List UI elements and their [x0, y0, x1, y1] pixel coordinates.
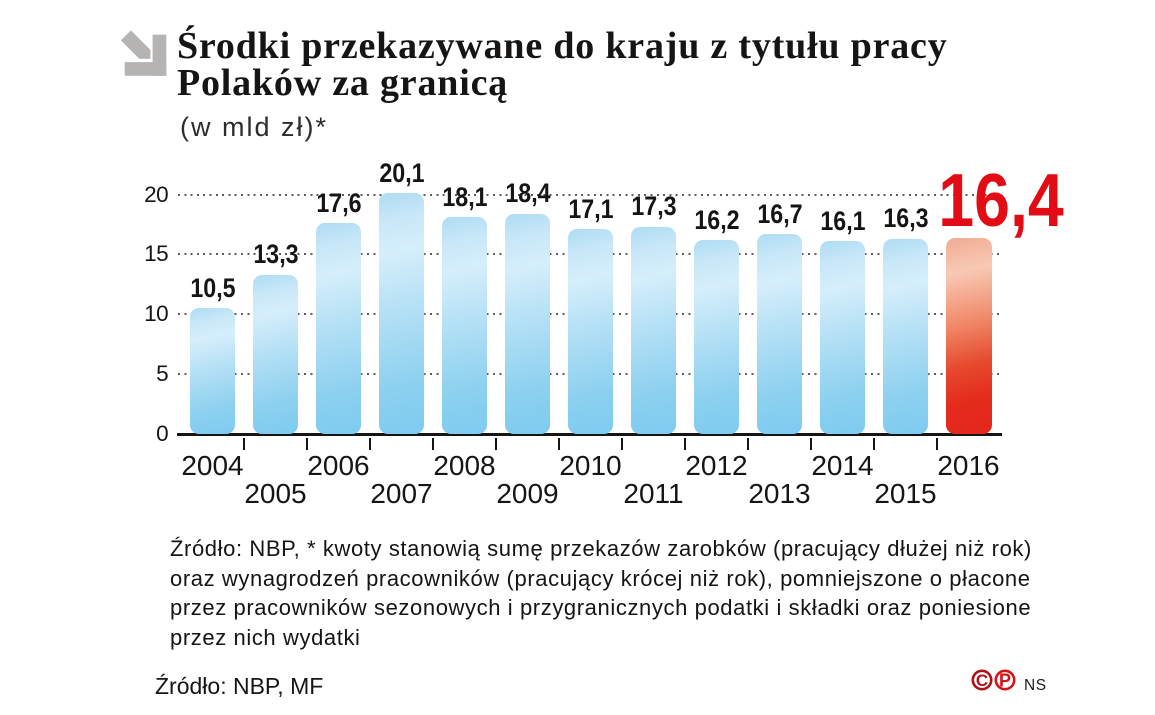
- svg-text:C: C: [976, 671, 988, 690]
- svg-text:P: P: [999, 670, 1011, 690]
- svg-text:NS: NS: [1024, 677, 1047, 694]
